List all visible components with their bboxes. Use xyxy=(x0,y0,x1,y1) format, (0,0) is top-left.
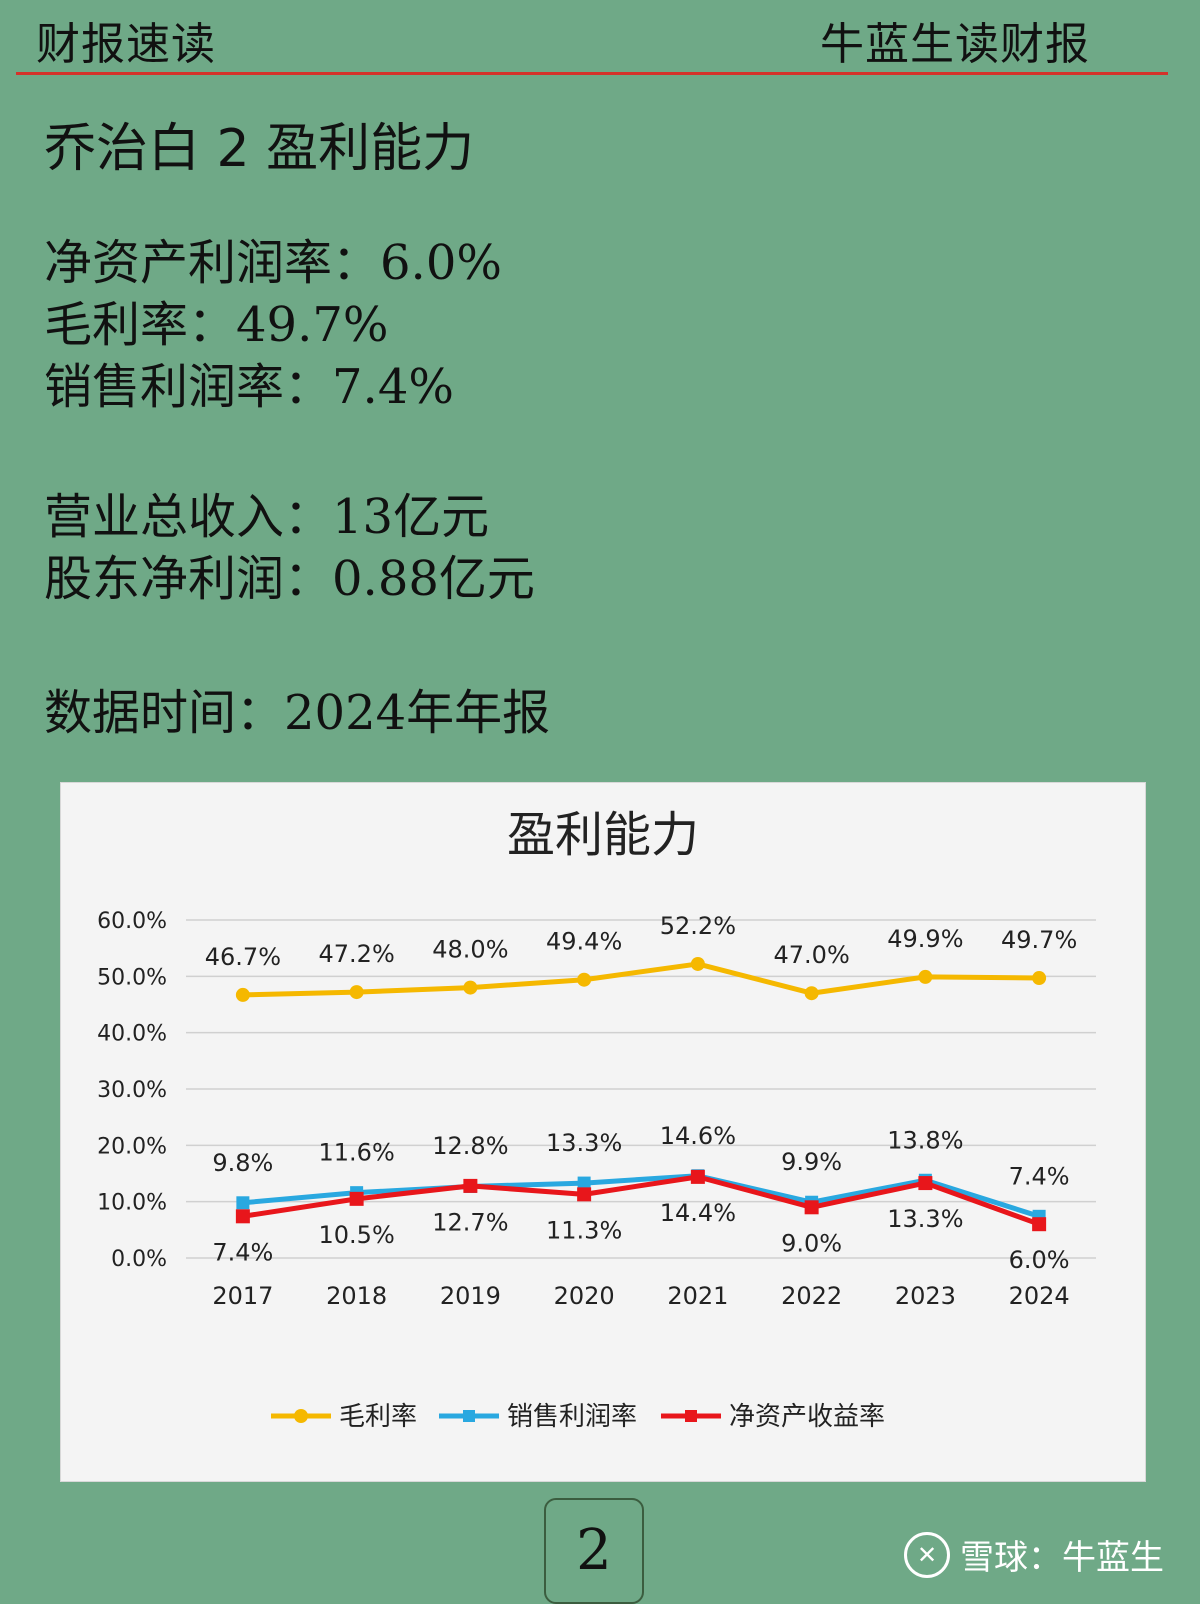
ratio-metrics: 净资产利润率：6.0% 毛利率：49.7% 销售利润率：7.4% xyxy=(44,232,502,418)
y-tick-label: 30.0% xyxy=(97,1078,167,1103)
x-tick-label: 2017 xyxy=(212,1282,273,1310)
x-tick-label: 2024 xyxy=(1009,1282,1070,1310)
metric-roe: 净资产利润率：6.0% xyxy=(44,232,502,294)
legend-marker xyxy=(463,1410,475,1422)
data-label: 9.8% xyxy=(212,1149,273,1177)
legend-label: 净资产收益率 xyxy=(729,1402,885,1432)
data-label: 10.5% xyxy=(319,1221,395,1249)
data-point xyxy=(463,1178,478,1193)
y-tick-label: 20.0% xyxy=(97,1134,167,1159)
metric-net-margin: 销售利润率：7.4% xyxy=(44,356,502,418)
watermark: ✕ 雪球：牛蓝生 xyxy=(904,1530,1164,1579)
amount-metrics: 营业总收入：13亿元 股东净利润：0.88亿元 xyxy=(44,486,535,610)
data-point xyxy=(804,986,819,1001)
metric-value: 6.0% xyxy=(380,235,502,291)
x-tick-label: 2019 xyxy=(440,1282,501,1310)
legend-label: 毛利率 xyxy=(339,1402,417,1432)
data-point xyxy=(577,972,592,987)
x-tick-label: 2022 xyxy=(781,1282,842,1310)
x-tick-label: 2023 xyxy=(895,1282,956,1310)
metric-revenue: 营业总收入：13亿元 xyxy=(44,486,535,548)
chart-title: 盈利能力 xyxy=(507,807,699,863)
data-label: 12.8% xyxy=(432,1132,508,1160)
series-line-1 xyxy=(242,961,1040,998)
y-tick-label: 50.0% xyxy=(97,965,167,990)
y-tick-label: 0.0% xyxy=(111,1247,167,1272)
y-tick-label: 10.0% xyxy=(97,1191,167,1216)
data-label: 7.4% xyxy=(212,1238,273,1266)
data-label: 13.8% xyxy=(887,1126,963,1154)
data-label: 47.0% xyxy=(774,941,850,969)
y-tick-label: 40.0% xyxy=(97,1022,167,1047)
data-label: 47.2% xyxy=(319,940,395,968)
metric-value: 13亿元 xyxy=(332,489,490,545)
data-label: 9.9% xyxy=(781,1148,842,1176)
data-label: 6.0% xyxy=(1009,1246,1070,1274)
metric-value: 7.4% xyxy=(332,359,454,415)
profitability-chart: 盈利能力 0.0% 10.0% 20.0% 30.0% 40.0% 50.0% 60.0% 20… xyxy=(60,782,1146,1482)
data-label: 49.4% xyxy=(546,928,622,956)
data-point xyxy=(690,956,705,971)
data-label: 13.3% xyxy=(546,1129,622,1157)
legend-marker xyxy=(294,1409,308,1423)
data-point xyxy=(235,1209,250,1224)
data-label: 14.4% xyxy=(660,1199,736,1227)
metric-net-profit: 股东净利润：0.88亿元 xyxy=(44,548,535,610)
metric-label: 营业总收入： xyxy=(44,489,333,545)
data-point xyxy=(1032,971,1047,986)
data-point xyxy=(577,1187,592,1202)
data-time-row: 数据时间：2024年年报 xyxy=(44,682,550,744)
data-label: 46.7% xyxy=(205,943,281,971)
metric-label: 净资产利润率： xyxy=(44,235,381,291)
data-time: 数据时间：2024年年报 xyxy=(44,682,550,744)
metric-label: 销售利润率： xyxy=(44,359,333,415)
data-point xyxy=(235,987,250,1002)
data-point xyxy=(804,1200,819,1215)
watermark-text: 雪球：牛蓝生 xyxy=(960,1538,1164,1578)
header-divider xyxy=(16,72,1168,75)
data-time-value: 2024年年报 xyxy=(284,685,551,741)
chart-canvas: 盈利能力 0.0% 10.0% 20.0% 30.0% 40.0% 50.0% 60.0% 20… xyxy=(97,807,1096,1432)
data-point xyxy=(1032,1217,1047,1232)
data-point xyxy=(577,1176,591,1190)
data-label: 13.3% xyxy=(887,1205,963,1233)
metric-label: 毛利率： xyxy=(44,297,237,353)
data-label: 11.6% xyxy=(319,1139,395,1167)
data-point xyxy=(918,1176,933,1191)
metric-gross-margin: 毛利率：49.7% xyxy=(44,294,502,356)
data-label: 49.9% xyxy=(887,925,963,953)
xueqiu-logo-icon: ✕ xyxy=(904,1531,950,1578)
data-label: 12.7% xyxy=(432,1208,508,1236)
data-point xyxy=(690,1169,705,1184)
metric-value: 0.88亿元 xyxy=(332,551,535,607)
data-label: 7.4% xyxy=(1009,1162,1070,1190)
legend-label: 销售利润率 xyxy=(507,1402,637,1432)
y-tick-label: 60.0% xyxy=(97,909,167,934)
metric-value: 49.7% xyxy=(236,297,389,353)
data-label: 49.7% xyxy=(1001,926,1077,954)
data-time-label: 数据时间： xyxy=(44,685,285,741)
data-label: 48.0% xyxy=(432,936,508,964)
x-tick-label: 2021 xyxy=(667,1282,728,1310)
metric-label: 股东净利润： xyxy=(44,551,333,607)
x-tick-label: 2018 xyxy=(326,1282,387,1310)
x-tick-label: 2020 xyxy=(554,1282,615,1310)
page-number: 2 xyxy=(544,1498,644,1604)
header-right-title: 牛蓝生读财报 xyxy=(820,19,1090,70)
data-point xyxy=(236,1196,250,1210)
data-point xyxy=(918,969,933,984)
section-title: 乔治白 2 盈利能力 xyxy=(44,119,475,179)
legend-marker xyxy=(685,1410,697,1422)
series-line-3 xyxy=(242,1174,1040,1227)
data-point xyxy=(349,1191,364,1206)
data-label: 11.3% xyxy=(546,1216,622,1244)
header-left-title: 财报速读 xyxy=(36,19,216,70)
data-label: 52.2% xyxy=(660,912,736,940)
data-point xyxy=(349,985,364,1000)
data-label: 14.6% xyxy=(660,1122,736,1150)
series-line-2 xyxy=(242,1173,1040,1219)
data-label: 9.0% xyxy=(781,1229,842,1257)
data-point xyxy=(463,980,478,995)
